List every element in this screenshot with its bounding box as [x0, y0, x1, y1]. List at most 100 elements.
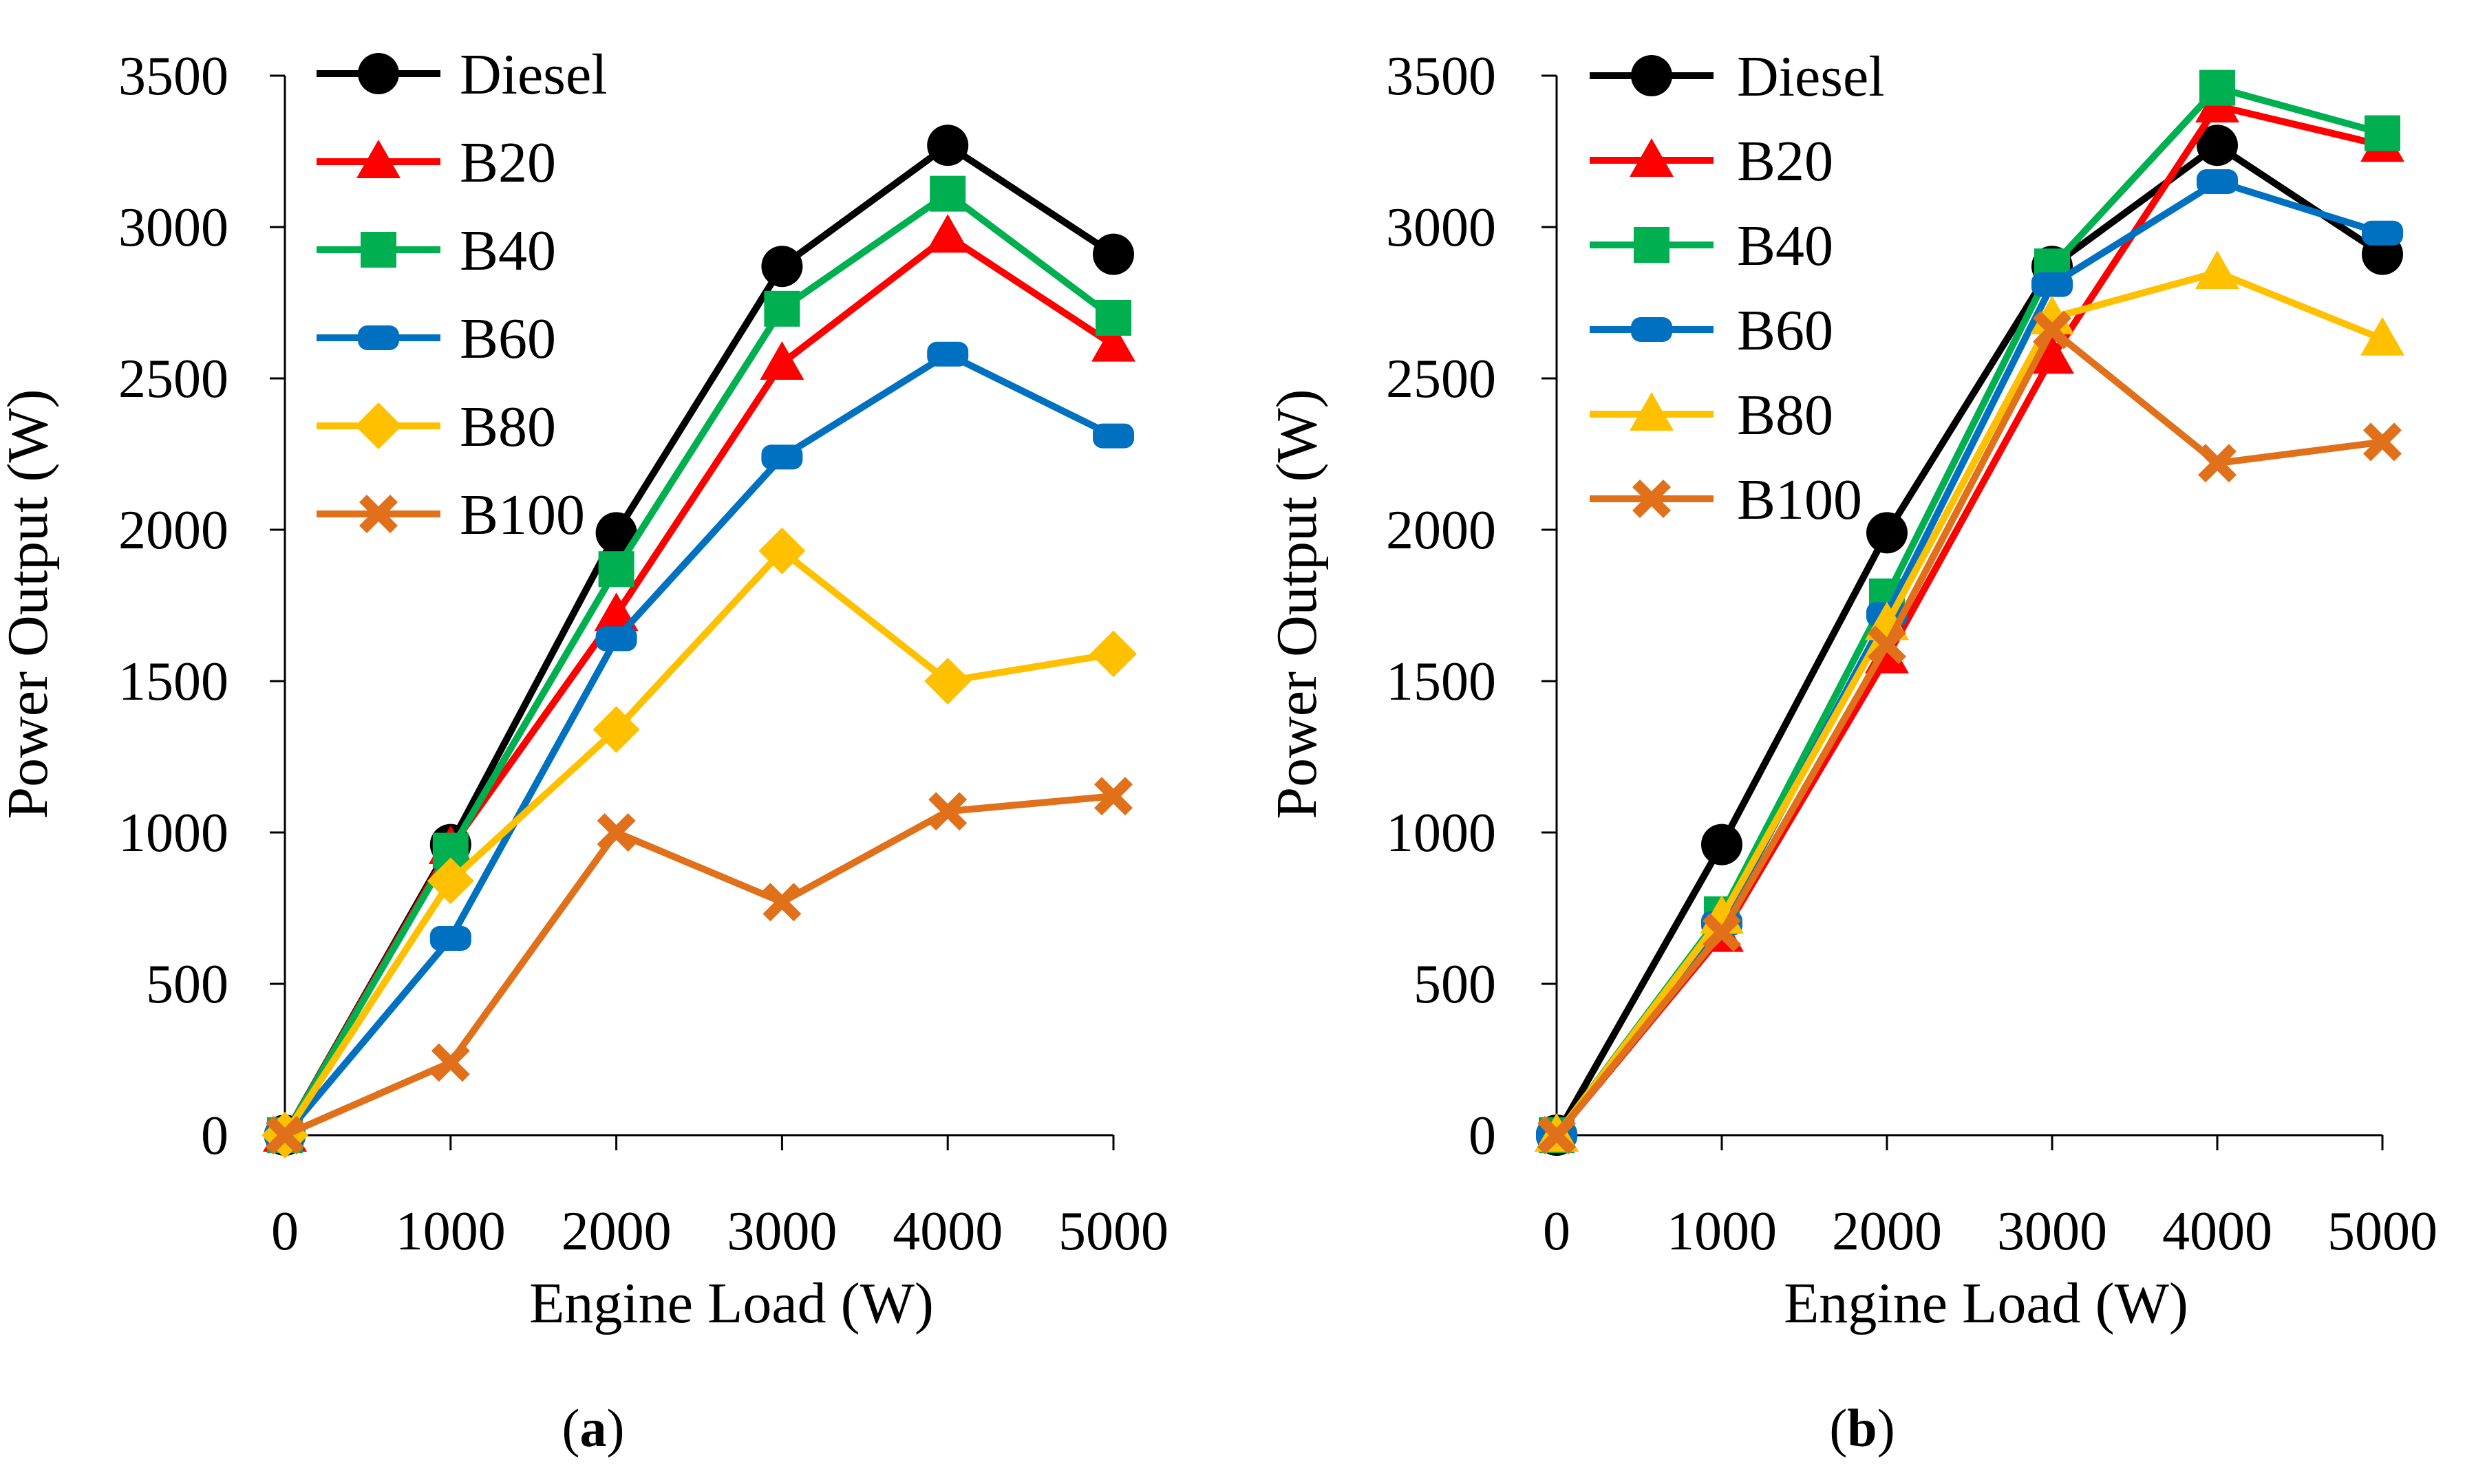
data-point-b100 — [762, 883, 802, 922]
data-point-b100 — [1094, 777, 1133, 816]
data-point-b60 — [595, 626, 637, 652]
x-tick-label: 1000 — [396, 1201, 506, 1262]
data-point-b60 — [2197, 169, 2238, 194]
data-point-b20 — [1091, 323, 1135, 362]
data-point-diesel — [1866, 512, 1908, 554]
legend: Diesel B20 B40 B60 B80 B100 — [317, 43, 608, 547]
data-point-b60 — [1093, 423, 1134, 449]
y-tick-label: 3500 — [1386, 46, 1496, 107]
data-point-b80 — [2195, 250, 2239, 289]
data-point-b40 — [1096, 300, 1131, 336]
data-point-b60 — [927, 341, 969, 367]
x-axis-title: Engine Load (W) — [1784, 1271, 2188, 1335]
y-tick-label: 0 — [1469, 1106, 1496, 1166]
data-point-b60 — [2031, 272, 2073, 297]
legend-item-diesel: Diesel — [1590, 45, 1885, 109]
y-tick-label: 3500 — [118, 46, 228, 107]
legend-swatch-marker — [358, 325, 399, 350]
legend-swatch-marker — [1634, 227, 1669, 263]
y-tick-label: 500 — [1413, 954, 1496, 1015]
y-tick-label: 1500 — [118, 652, 228, 712]
data-point-b40 — [930, 175, 966, 212]
legend-label: B20 — [460, 131, 556, 195]
legend: Diesel B20 B40 B60 B80 B100 — [1590, 45, 1885, 532]
legend-item-b40: B40 — [317, 219, 556, 283]
data-point-b100 — [1868, 625, 1906, 665]
panel-label: (b) — [1829, 1398, 1895, 1458]
data-point-diesel — [1701, 824, 1742, 865]
series-b60 — [264, 341, 1134, 1148]
legend-swatch-marker — [1630, 392, 1674, 431]
data-point-b100 — [266, 1116, 304, 1154]
legend-item-b100: B100 — [1590, 468, 1862, 532]
data-point-b80 — [593, 706, 640, 753]
legend-swatch-marker — [355, 402, 402, 449]
legend-swatch-marker — [356, 140, 401, 178]
x-tick-label: 3000 — [1997, 1201, 2107, 1262]
legend-swatch-marker — [1630, 138, 1674, 177]
legend-label: Diesel — [460, 43, 608, 107]
series-b80 — [262, 527, 1137, 1159]
x-tick-label: 1000 — [1667, 1201, 1777, 1262]
legend-label: Diesel — [1737, 45, 1885, 109]
series-b100 — [266, 777, 1133, 1154]
panel-label: (a) — [562, 1398, 625, 1458]
data-point-b40 — [2199, 69, 2235, 106]
x-tick-label: 5000 — [1058, 1201, 1169, 1262]
data-point-b100 — [431, 1043, 470, 1082]
x-tick-label: 3000 — [727, 1201, 837, 1262]
series-b100 — [1537, 310, 2402, 1154]
series-line-b60 — [1554, 178, 2384, 1138]
data-point-b20 — [760, 341, 804, 380]
data-point-b20 — [594, 592, 639, 632]
legend-swatch-marker — [359, 495, 398, 533]
panel-b: 0 500 1000 1500 2000 2500 3000 3500 0 1000 2000 300… — [1265, 45, 2437, 1458]
series-line-b100 — [1554, 326, 2383, 1138]
data-point-b40 — [2365, 115, 2400, 151]
data-point-diesel — [761, 246, 803, 288]
series-line-b60 — [282, 350, 1116, 1138]
data-point-b80 — [2360, 316, 2404, 356]
x-tick-label: 0 — [271, 1201, 299, 1262]
legend-label: B60 — [460, 307, 556, 371]
legend-item-b60: B60 — [317, 307, 556, 371]
legend-item-b40: B40 — [1590, 214, 1833, 278]
y-tick-label: 0 — [201, 1106, 228, 1166]
data-point-diesel — [595, 512, 637, 554]
y-tick-label: 1500 — [1386, 652, 1496, 712]
data-point-diesel — [1093, 233, 1134, 275]
legend-item-b20: B20 — [317, 131, 556, 195]
legend-item-b60: B60 — [1590, 299, 1833, 363]
x-tick-label: 2000 — [562, 1201, 672, 1262]
x-tick-label: 4000 — [893, 1201, 1003, 1262]
legend-label: B40 — [460, 219, 556, 283]
series-b80 — [1535, 250, 2404, 1152]
y-tick-label: 2500 — [1386, 349, 1496, 409]
data-point-b40 — [598, 551, 634, 588]
legend-label: B80 — [1737, 383, 1833, 447]
data-point-b80 — [924, 658, 972, 705]
legend-item-b100: B100 — [317, 483, 585, 547]
legend-item-diesel: Diesel — [317, 43, 608, 107]
legend-item-b80: B80 — [317, 395, 556, 459]
x-tick-label: 5000 — [2327, 1201, 2437, 1262]
y-tick-label: 3000 — [1386, 197, 1496, 258]
data-point-b100 — [2033, 310, 2071, 350]
x-tick-label: 0 — [1543, 1201, 1570, 1262]
data-point-b20 — [2030, 335, 2074, 374]
data-point-b60 — [429, 926, 471, 951]
data-point-b100 — [2198, 444, 2237, 483]
legend-item-b20: B20 — [1590, 129, 1833, 193]
data-point-b100 — [1537, 1116, 1576, 1154]
series-line-b80 — [281, 547, 1114, 1137]
series-line-b100 — [283, 793, 1114, 1139]
panel-a: 0 500 1000 1500 2000 2500 3000 3500 0 1000 2000 300… — [0, 43, 1169, 1458]
series-line-b80 — [1554, 269, 2384, 1138]
x-tick-label: 4000 — [2162, 1201, 2272, 1262]
legend-label: B100 — [460, 483, 585, 547]
y-tick-label: 3000 — [118, 197, 228, 258]
y-tick-label: 2000 — [118, 500, 228, 561]
legend-swatch-marker — [361, 232, 396, 268]
data-point-b80 — [1090, 630, 1137, 678]
